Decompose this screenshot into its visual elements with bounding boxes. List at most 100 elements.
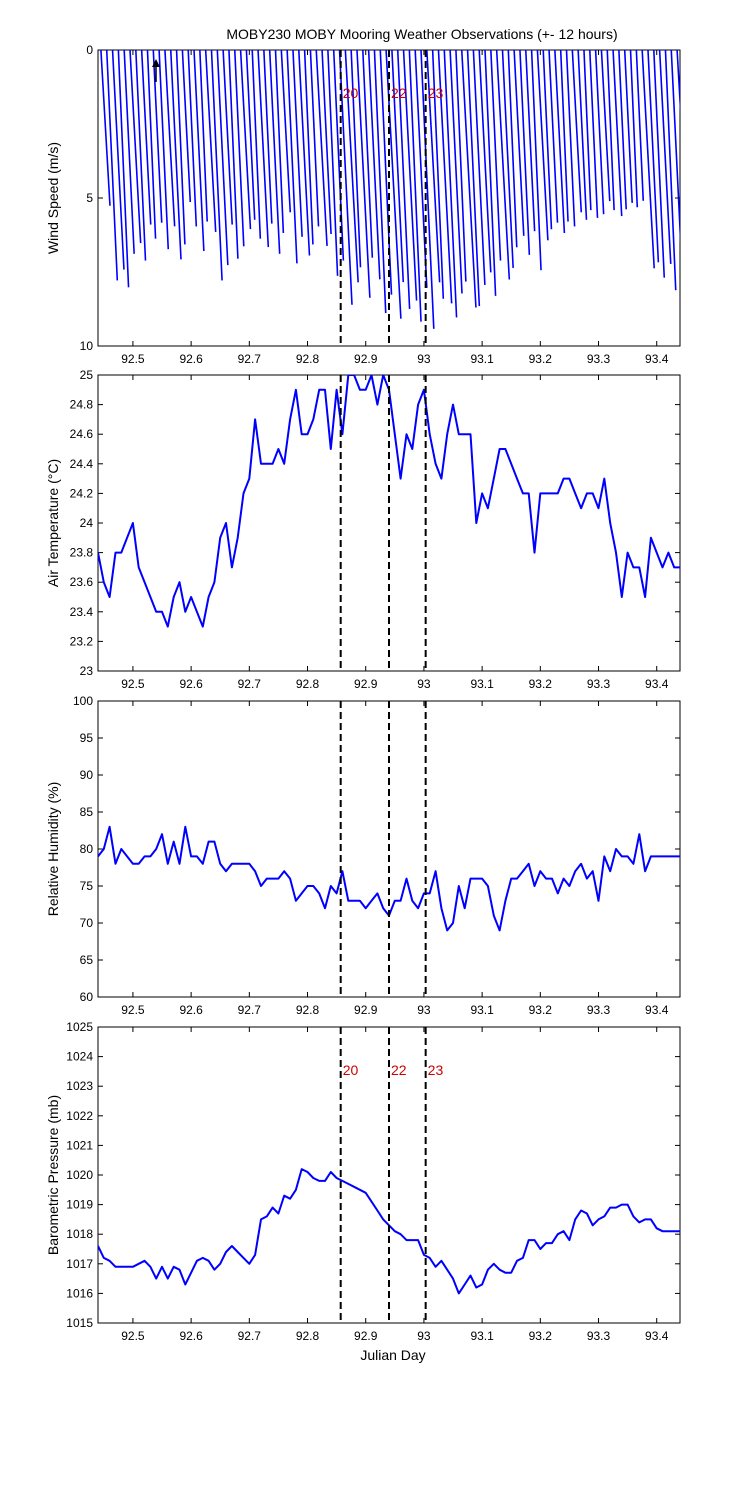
wind-stick (443, 50, 458, 318)
wind-stick (292, 50, 303, 237)
relative-humidity-xtick-label: 92.7 (238, 1003, 262, 1017)
wind-stick (245, 50, 256, 220)
wind-stick (169, 50, 182, 260)
wind-speed-ytick-label: 10 (80, 339, 94, 353)
barometric-pressure-ylabel: Barometric Pressure (mb) (45, 1095, 61, 1255)
relative-humidity-ytick-label: 70 (80, 916, 94, 930)
wind-stick (396, 50, 411, 309)
wind-stick (478, 50, 492, 273)
barometric-pressure-ytick-label: 1023 (66, 1079, 93, 1093)
barometric-pressure-xtick-label: 93.4 (645, 1329, 669, 1343)
barometric-pressure-time-marker-label: 23 (428, 1062, 444, 1078)
air-temperature-xtick-label: 93 (417, 677, 431, 691)
wind-stick (268, 50, 281, 254)
wind-stick (100, 50, 111, 206)
wind-stick (594, 50, 605, 215)
barometric-pressure-ytick-label: 1024 (66, 1050, 93, 1064)
wind-speed-plot-area (100, 50, 680, 329)
wind-stick (542, 50, 553, 230)
barometric-pressure-ytick-label: 1017 (66, 1257, 93, 1271)
wind-stick (164, 50, 176, 227)
wind-stick (426, 50, 441, 283)
wind-stick (233, 50, 245, 247)
barometric-pressure-ytick-label: 1020 (66, 1168, 93, 1182)
wind-stick (583, 50, 592, 211)
relative-humidity-ytick-label: 60 (80, 990, 94, 1004)
wind-stick (391, 50, 405, 283)
wind-stick (367, 50, 381, 280)
barometric-pressure-ytick-label: 1016 (66, 1286, 93, 1300)
wind-stick (216, 50, 229, 266)
air-temperature-ytick-label: 24.6 (70, 427, 94, 441)
wind-stick (332, 50, 345, 261)
wind-stick (152, 50, 163, 223)
wind-stick (129, 50, 142, 244)
wind-speed-xtick-label: 93 (417, 352, 431, 366)
wind-stick (222, 50, 234, 225)
relative-humidity-panel: 60 65 70 75 80 85 90 95 100 92.5 92.6 92.7 92.8 92.9 9… (45, 694, 681, 1017)
wind-stick (297, 50, 311, 256)
wind-stick (653, 50, 666, 278)
wind-speed-xtick-label: 92.6 (179, 352, 203, 366)
wind-stick (187, 50, 198, 227)
wind-stick (175, 50, 186, 245)
wind-stick (455, 50, 467, 282)
wind-speed-time-marker-label: 23 (428, 85, 444, 101)
wind-stick (402, 50, 418, 301)
wind-speed-xtick-label: 92.7 (238, 352, 262, 366)
relative-humidity-xtick-label: 93.4 (645, 1003, 669, 1017)
wind-stick (327, 50, 339, 276)
relative-humidity-xtick-label: 93 (417, 1003, 431, 1017)
wind-stick (588, 50, 599, 218)
wind-stick (635, 50, 645, 201)
wind-stick (536, 50, 549, 241)
barometric-pressure-ytick-label: 1015 (66, 1316, 93, 1330)
relative-humidity-xtick-label: 92.8 (296, 1003, 320, 1017)
wind-stick (559, 50, 569, 222)
wind-stick (472, 50, 486, 285)
wind-speed-xtick-label: 93.1 (470, 352, 494, 366)
wind-stick (251, 50, 262, 239)
wind-stick (135, 50, 147, 261)
wind-stick (618, 50, 627, 210)
wind-stick (181, 50, 192, 203)
wind-stick (140, 50, 152, 225)
air-temperature-ytick-label: 24.2 (70, 486, 94, 500)
wind-stick (344, 50, 359, 283)
air-temperature-xtick-label: 93.3 (587, 677, 611, 691)
air-temperature-ytick-label: 24 (80, 516, 94, 530)
wind-speed-ytick-label: 0 (86, 43, 93, 57)
wind-stick (105, 50, 119, 281)
wind-stick (362, 50, 374, 258)
barometric-pressure-xtick-label: 93.1 (470, 1329, 494, 1343)
wind-stick (641, 50, 655, 269)
wind-stick (228, 50, 239, 259)
wind-stick (303, 50, 314, 245)
wind-stick (530, 50, 542, 271)
barometric-pressure-xtick-label: 93.3 (587, 1329, 611, 1343)
wind-stick (513, 50, 525, 236)
wind-stick (420, 50, 435, 329)
barometric-pressure-time-marker-label: 20 (343, 1062, 359, 1078)
wind-stick (519, 50, 531, 255)
wind-speed-ytick-label: 5 (86, 191, 93, 205)
wind-stick (548, 50, 559, 223)
wind-stick (629, 50, 639, 208)
wind-stick (210, 50, 223, 281)
barometric-pressure-panel: 1015 1016 1017 1018 1019 1020 1021 1022 1023 1024… (45, 1020, 681, 1343)
wind-stick (449, 50, 463, 294)
barometric-pressure-xtick-label: 92.5 (121, 1329, 145, 1343)
barometric-pressure-ytick-label: 1021 (66, 1138, 93, 1152)
wind-speed-xtick-label: 93.3 (587, 352, 611, 366)
wind-stick (623, 50, 633, 203)
air-temperature-ytick-label: 23 (80, 664, 94, 678)
wind-stick (356, 50, 371, 298)
barometric-pressure-ytick-label: 1018 (66, 1227, 93, 1241)
barometric-pressure-time-marker-label: 22 (391, 1062, 407, 1078)
relative-humidity-ytick-label: 95 (80, 731, 94, 745)
wind-stick (664, 50, 677, 291)
wind-stick (490, 50, 502, 261)
air-temperature-ytick-label: 25 (80, 368, 94, 382)
wind-stick (658, 50, 672, 264)
wind-stick (524, 50, 536, 232)
